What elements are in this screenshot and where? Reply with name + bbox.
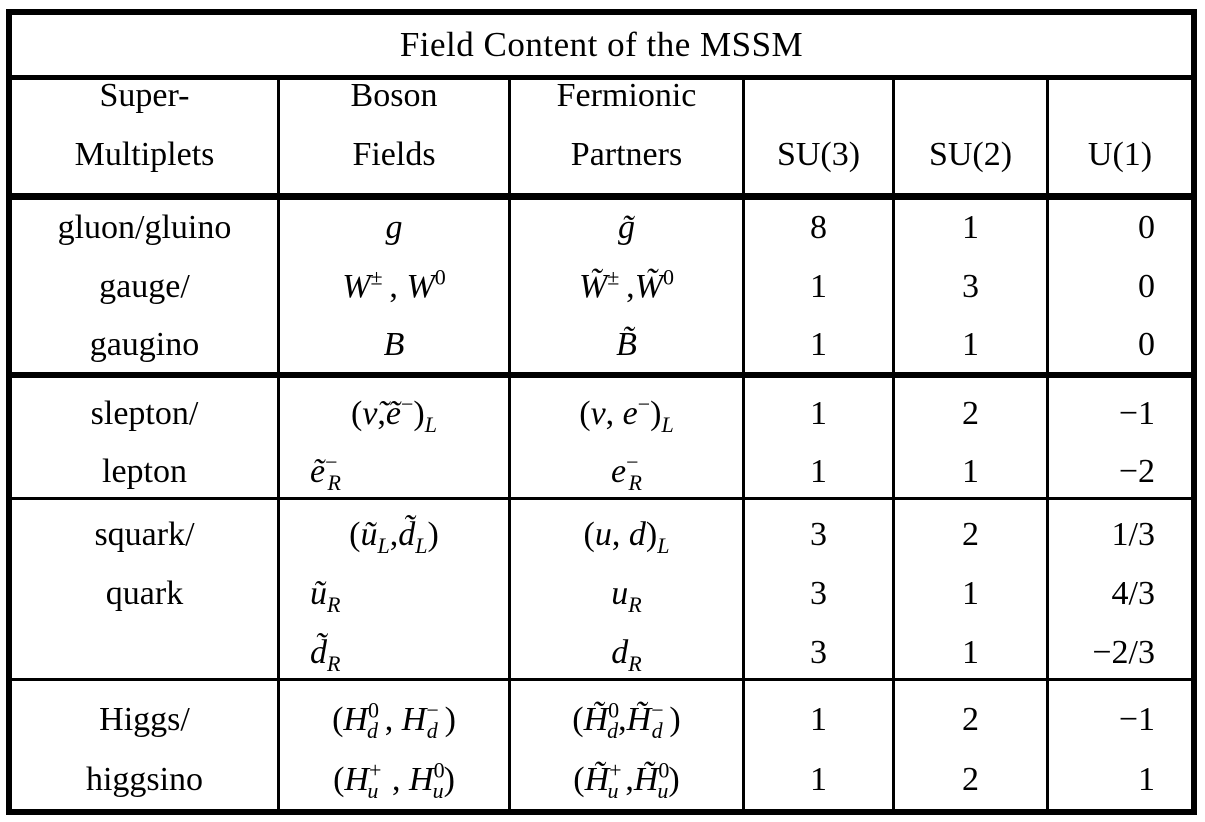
column-header: Super- <box>99 77 190 114</box>
cell-fermion: (u, d)L <box>583 516 670 558</box>
column-divider <box>892 80 895 809</box>
cell-su2: 2 <box>962 761 979 798</box>
column-header: U(1) <box>1087 136 1153 173</box>
cell-boson: g <box>385 209 403 246</box>
cell-multiplet: gauge/ <box>99 268 190 305</box>
cell-u1: −1 <box>1118 701 1155 738</box>
gauge-section-rule <box>12 372 1191 378</box>
cell-su2: 3 <box>962 268 979 305</box>
cell-su3: 1 <box>810 701 827 738</box>
cell-boson: d̃R <box>310 634 341 676</box>
column-divider <box>508 80 511 809</box>
cell-multiplet: slepton/ <box>90 395 199 432</box>
cell-boson: B <box>383 326 405 363</box>
cell-u1: −2/3 <box>1092 634 1155 671</box>
column-divider <box>277 80 280 809</box>
column-header: Fermionic <box>556 77 697 114</box>
cell-su3: 3 <box>810 575 827 612</box>
cell-su3: 1 <box>810 453 827 490</box>
cell-boson: (H+u , H0u) <box>333 757 455 803</box>
cell-multiplet: Higgs/ <box>99 701 190 738</box>
cell-su2: 2 <box>962 701 979 738</box>
cell-u1: 4/3 <box>1111 575 1155 612</box>
column-header: Partners <box>570 136 683 173</box>
cell-su3: 1 <box>810 395 827 432</box>
cell-boson: (ν̃,ẽ−)L <box>350 391 437 437</box>
quark-section-rule <box>12 678 1191 681</box>
cell-su2: 1 <box>962 453 979 490</box>
cell-boson: ẽ−R <box>310 449 341 495</box>
column-header: SU(3) <box>776 136 861 173</box>
column-header: Boson <box>350 77 438 114</box>
cell-su3: 3 <box>810 516 827 553</box>
table-title: Field Content of the MSSM <box>399 25 804 64</box>
cell-u1: 0 <box>1138 209 1155 246</box>
cell-u1: 1 <box>1138 761 1155 798</box>
cell-multiplet: gluon/gluino <box>57 209 232 246</box>
mssm-field-content-table: Field Content of the MSSM Super- Multiple… <box>6 9 1197 815</box>
cell-boson: ũR <box>310 575 341 617</box>
column-divider <box>1046 80 1049 809</box>
cell-su2: 1 <box>962 575 979 612</box>
cell-su2: 1 <box>962 209 979 246</box>
cell-su2: 1 <box>962 634 979 671</box>
column-header: Fields <box>352 136 436 173</box>
cell-fermion: g̃ <box>618 209 635 246</box>
cell-fermion: (H̃0d,H̃−d ) <box>572 697 681 743</box>
cell-su3: 8 <box>810 209 827 246</box>
cell-multiplet: quark <box>105 575 184 612</box>
cell-fermion: W̃± ,W̃0 <box>578 264 675 305</box>
cell-su3: 1 <box>810 268 827 305</box>
title-rule <box>12 75 1191 80</box>
cell-u1: 0 <box>1138 326 1155 363</box>
cell-boson: (ũL,d̃L) <box>349 516 439 558</box>
cell-fermion: B̃ <box>616 326 637 363</box>
cell-boson: W± , W0 <box>342 264 446 305</box>
lepton-section-rule <box>12 497 1191 500</box>
cell-u1: −1 <box>1118 395 1155 432</box>
header-rule <box>12 193 1191 200</box>
column-header: Multiplets <box>74 136 215 173</box>
cell-fermion: (H̃+u ,H̃0u) <box>573 757 680 803</box>
cell-multiplet: lepton <box>102 453 187 490</box>
cell-su2: 1 <box>962 326 979 363</box>
cell-fermion: dR <box>611 634 642 676</box>
cell-u1: −2 <box>1118 453 1155 490</box>
cell-su3: 3 <box>810 634 827 671</box>
cell-su2: 2 <box>962 395 979 432</box>
cell-multiplet: gaugino <box>89 326 200 363</box>
cell-su3: 1 <box>810 761 827 798</box>
cell-fermion: (ν, e−)L <box>579 391 674 437</box>
column-divider <box>742 80 745 809</box>
cell-su3: 1 <box>810 326 827 363</box>
cell-u1: 0 <box>1138 268 1155 305</box>
cell-boson: (H0d , H−d ) <box>332 697 456 743</box>
cell-u1: 1/3 <box>1111 516 1155 553</box>
column-header: SU(2) <box>928 136 1013 173</box>
cell-fermion: uR <box>611 575 642 617</box>
cell-multiplet: squark/ <box>94 516 195 553</box>
cell-su2: 2 <box>962 516 979 553</box>
cell-fermion: e−R <box>611 449 642 495</box>
cell-multiplet: higgsino <box>85 761 204 798</box>
